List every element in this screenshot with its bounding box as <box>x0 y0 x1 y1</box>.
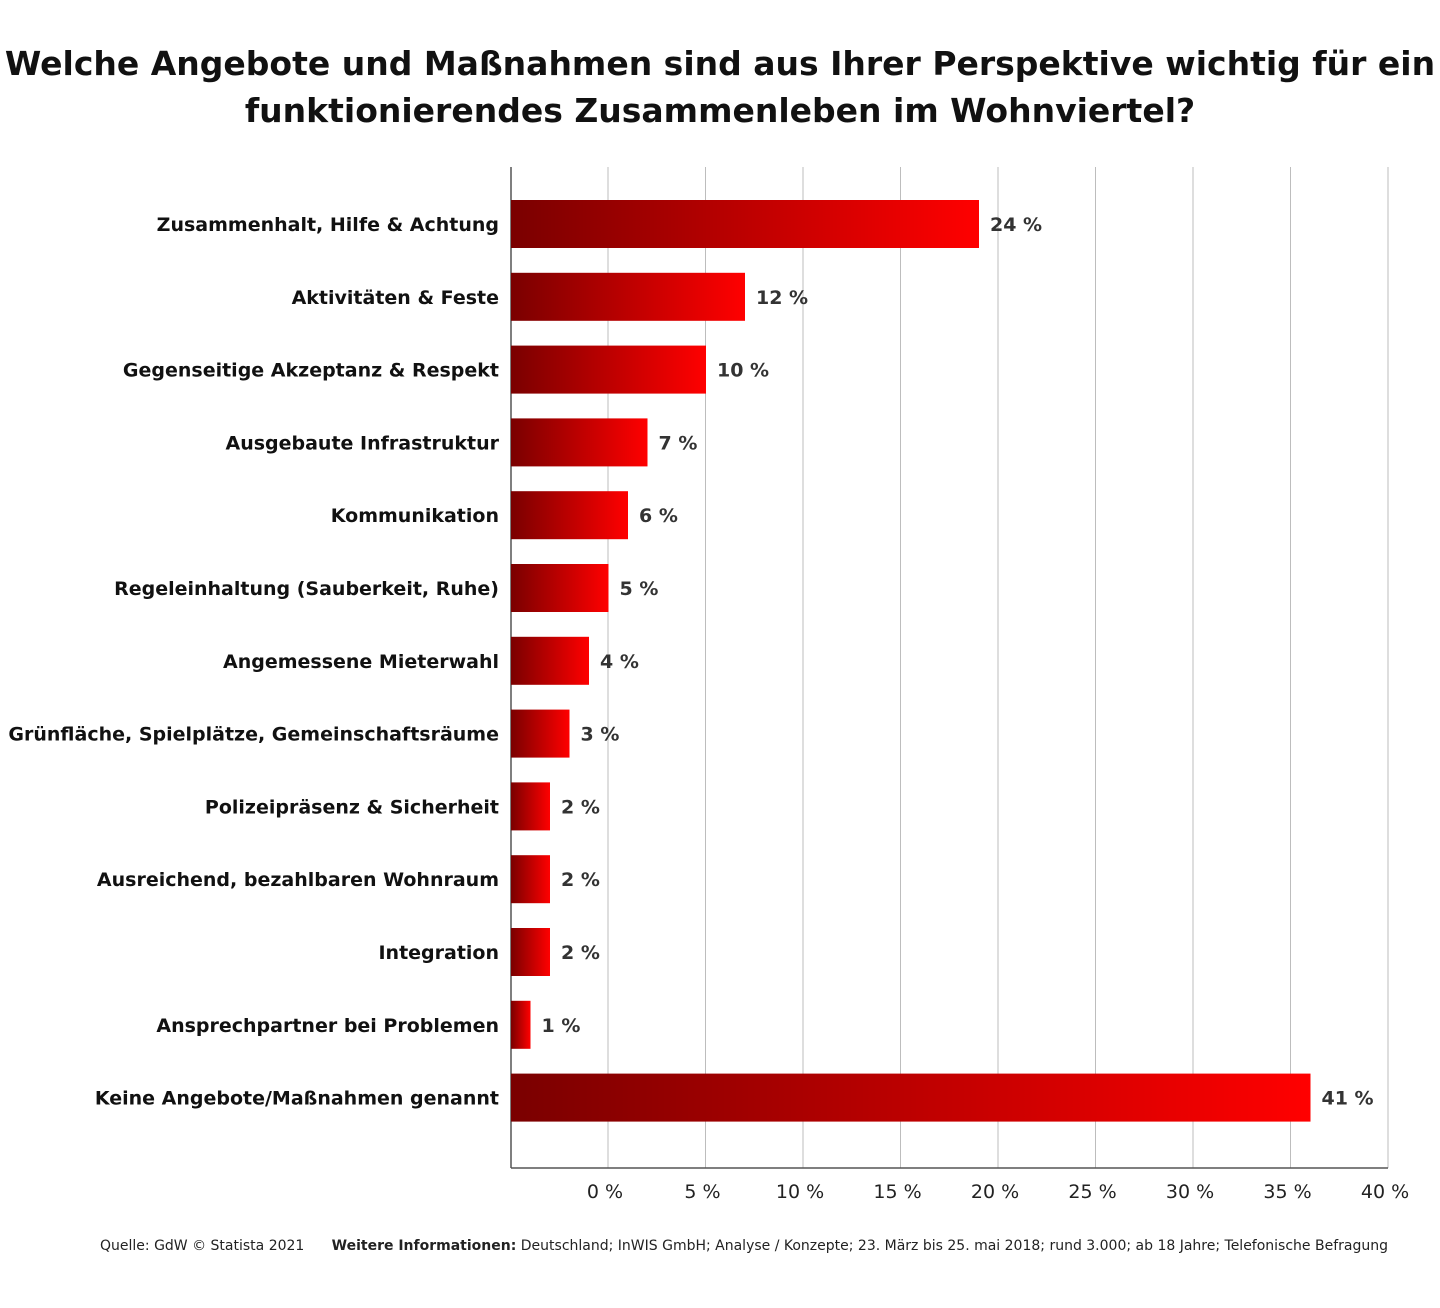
category-label: Regeleinhaltung (Sauberkeit, Ruhe) <box>114 578 499 600</box>
chart-title: Welche Angebote und Maßnahmen sind aus I… <box>0 40 1440 134</box>
category-label: Integration <box>378 942 499 964</box>
category-label: Ansprechpartner bei Problemen <box>156 1015 499 1037</box>
value-label: 3 % <box>581 724 620 746</box>
bars <box>511 200 1311 1122</box>
x-tick-label: 35 % <box>1263 1181 1311 1203</box>
category-label: Aktivitäten & Feste <box>292 287 499 309</box>
category-label: Zusammenhalt, Hilfe & Achtung <box>157 214 499 236</box>
bar <box>511 1000 531 1049</box>
value-label: 10 % <box>717 360 769 382</box>
category-label: Polizeipräsenz & Sicherheit <box>205 796 499 818</box>
category-labels: Zusammenhalt, Hilfe & Achtung Aktivitäten… <box>8 214 499 1110</box>
bar-chart: Zusammenhalt, Hilfe & Achtung Aktivitäten… <box>8 167 1409 1203</box>
bar <box>511 272 745 321</box>
bar <box>511 200 979 248</box>
bar <box>511 418 648 467</box>
value-label: 1 % <box>542 1015 581 1037</box>
gridlines <box>510 167 1389 1169</box>
value-label: 24 % <box>990 214 1042 236</box>
category-label: Ausreichend, bezahlbaren Wohnraum <box>97 869 499 891</box>
value-label: 5 % <box>620 578 659 600</box>
value-label: 2 % <box>561 796 600 818</box>
further-info-text: Deutschland; InWIS GmbH; Analyse / Konze… <box>516 1238 1388 1254</box>
value-label: 2 % <box>561 942 600 964</box>
further-info-label: Weitere Informationen: <box>331 1238 517 1254</box>
chart-title-line-2: funktionierendes Zusammenleben im Wohnvi… <box>244 91 1196 130</box>
x-tick-label: 15 % <box>873 1181 921 1203</box>
x-tick-label: 25 % <box>1068 1181 1116 1203</box>
source-note: Quelle: GdW © Statista 2021 <box>100 1238 305 1254</box>
bar <box>511 636 589 685</box>
x-tick-label: 40 % <box>1361 1181 1409 1203</box>
x-axis-ticks: 0 % 5 % 10 % 15 % 20 % 25 % 30 % 35 % 40 % <box>587 1181 1409 1203</box>
category-label: Angemessene Mieterwahl <box>223 651 499 673</box>
x-tick-label: 10 % <box>776 1181 824 1203</box>
bar <box>511 855 550 904</box>
x-tick-label: 30 % <box>1166 1181 1214 1203</box>
value-labels: 24 % 12 % 10 % 7 % 6 % 5 % 4 % 3 % 2 % 2 % 2 % 1 % 4… <box>542 214 1374 1110</box>
bar <box>511 928 550 976</box>
chart-title-line-1: Welche Angebote und Maßnahmen sind aus I… <box>4 44 1436 83</box>
category-label: Ausgebaute Infrastruktur <box>225 432 499 454</box>
value-label: 41 % <box>1322 1088 1374 1110</box>
further-info: Weitere Informationen: Deutschland; InWI… <box>332 1238 1388 1254</box>
bar <box>511 345 706 394</box>
category-label: Keine Angebote/Maßnahmen genannt <box>95 1088 499 1110</box>
value-label: 6 % <box>639 505 678 527</box>
value-label: 7 % <box>659 432 698 454</box>
bar <box>511 782 550 831</box>
bar <box>511 564 609 612</box>
category-label: Gegenseitige Akzeptanz & Respekt <box>123 360 499 382</box>
x-tick-label: 5 % <box>684 1181 720 1203</box>
bar <box>511 1073 1311 1122</box>
category-label: Grünfläche, Spielplätze, Gemeinschaftsrä… <box>8 724 499 746</box>
x-tick-label: 0 % <box>587 1181 623 1203</box>
value-label: 12 % <box>756 287 808 309</box>
category-label: Kommunikation <box>331 505 499 527</box>
bar <box>511 491 628 540</box>
value-label: 4 % <box>600 651 639 673</box>
bar <box>511 709 570 758</box>
x-tick-label: 20 % <box>971 1181 1019 1203</box>
value-label: 2 % <box>561 869 600 891</box>
